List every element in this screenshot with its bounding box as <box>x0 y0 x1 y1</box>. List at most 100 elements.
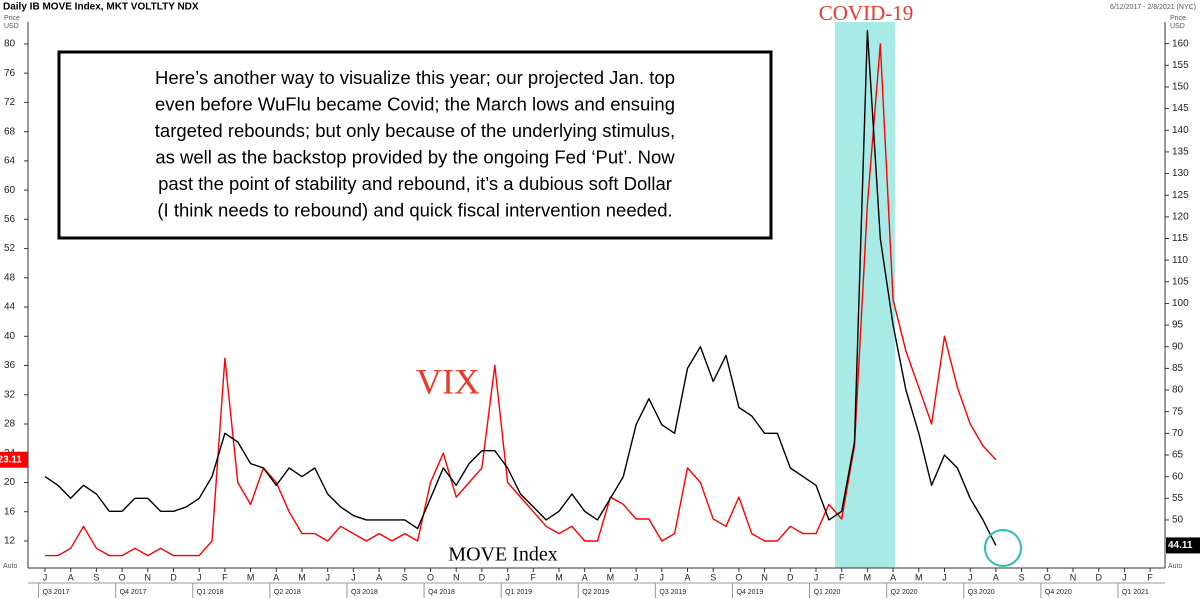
y-tick-label: 72 <box>4 97 16 108</box>
y-label: USD <box>4 23 19 30</box>
x-tick-label: D <box>787 572 794 582</box>
y2-tick-label: 100 <box>1172 298 1189 309</box>
x-tick-label: M <box>607 572 615 582</box>
y2-tick-label: 135 <box>1172 147 1189 158</box>
quarter-label: Q4 2019 <box>736 589 763 596</box>
axis-note: Auto <box>1168 563 1183 570</box>
y-tick-label: 12 <box>4 536 16 547</box>
y-tick-label: 60 <box>4 185 16 196</box>
x-tick-label: S <box>93 572 99 582</box>
x-tick-label: O <box>119 572 126 582</box>
move-annotation: MOVE Index <box>448 544 557 566</box>
y2-tick-label: 55 <box>1172 493 1184 504</box>
note-box <box>57 50 773 240</box>
y-tick-label: 32 <box>4 389 16 400</box>
y-tick-label: 76 <box>4 68 16 79</box>
y2-tick-label: 65 <box>1172 450 1184 461</box>
x-tick-label: A <box>684 572 690 582</box>
x-tick-label: A <box>890 572 896 582</box>
quarter-label: Q4 2018 <box>428 589 455 596</box>
quarter-label: Q3 2018 <box>351 589 378 596</box>
note: Here’s another way to visualize this yea… <box>155 67 675 221</box>
x-tick-label: A <box>582 572 588 582</box>
last-value-label: 23.11 <box>0 454 22 465</box>
y-tick-label: 64 <box>4 156 16 167</box>
y2-tick-label: 50 <box>1172 515 1184 526</box>
y2-tick-label: 160 <box>1172 38 1189 49</box>
x-tick-label: J <box>351 572 356 582</box>
y2-tick-label: 140 <box>1172 125 1189 136</box>
y2-tick-label: 90 <box>1172 341 1184 352</box>
quarter-label: Q2 2019 <box>582 589 609 596</box>
y2-label: USD <box>1170 23 1185 30</box>
x-tick-label: M <box>864 572 872 582</box>
quarter-label: Q3 2019 <box>659 589 686 596</box>
x-tick-label: N <box>1070 572 1077 582</box>
x-tick-label: F <box>839 572 845 582</box>
x-tick-label: O <box>735 572 742 582</box>
y-tick-label: 48 <box>4 272 16 283</box>
quarter-label: Q2 2020 <box>891 589 918 596</box>
y-tick-label: 44 <box>4 302 16 313</box>
x-tick-label: J <box>634 572 639 582</box>
x-tick-label: F <box>1147 572 1153 582</box>
y2-tick-label: 70 <box>1172 428 1184 439</box>
y2-label: Price <box>1170 15 1186 22</box>
x-tick-label: S <box>1019 572 1025 582</box>
y2-tick-label: 145 <box>1172 103 1189 114</box>
quarter-label: Q4 2017 <box>120 589 147 596</box>
x-tick-label: F <box>531 572 537 582</box>
last-value-label: 44.11 <box>1168 540 1193 551</box>
x-tick-label: F <box>222 572 228 582</box>
x-tick-label: M <box>915 572 923 582</box>
y-tick-label: 16 <box>4 506 16 517</box>
y2-tick-label: 60 <box>1172 471 1184 482</box>
x-tick-label: S <box>710 572 716 582</box>
y-tick-label: 80 <box>4 39 16 50</box>
y2-tick-label: 130 <box>1172 168 1189 179</box>
x-tick-label: D <box>479 572 486 582</box>
series-line <box>44 30 997 546</box>
y2-tick-label: 75 <box>1172 406 1184 417</box>
x-tick-label: M <box>555 572 563 582</box>
y-tick-label: 28 <box>4 419 16 430</box>
quarter-label: Q1 2020 <box>814 589 841 596</box>
x-tick-label: A <box>68 572 74 582</box>
x-tick-label: J <box>43 572 48 582</box>
y2-tick-label: 120 <box>1172 211 1189 222</box>
y2-tick-label: 85 <box>1172 363 1184 374</box>
y-tick-label: 56 <box>4 214 16 225</box>
y2-tick-label: 95 <box>1172 320 1184 331</box>
x-tick-label: A <box>376 572 382 582</box>
x-tick-label: A <box>273 572 279 582</box>
chart-title: Daily IB MOVE Index, MKT VOLTLTY NDX <box>3 2 199 13</box>
x-tick-label: O <box>1044 572 1051 582</box>
y-tick-label: 36 <box>4 360 16 371</box>
x-tick-label: J <box>814 572 819 582</box>
vix-annotation: VIX <box>416 361 480 401</box>
x-tick-label: J <box>968 572 973 582</box>
x-tick-label: M <box>247 572 255 582</box>
note-line: even before WuFlu became Covid; the Marc… <box>155 93 675 114</box>
y-label: Price <box>4 15 20 22</box>
x-tick-label: D <box>170 572 177 582</box>
y2-tick-label: 150 <box>1172 82 1189 93</box>
x-tick-label: J <box>325 572 330 582</box>
quarter-label: Q1 2019 <box>505 589 532 596</box>
note-line: past the point of stability and rebound,… <box>158 173 672 194</box>
quarter-label: Q1 2018 <box>197 589 224 596</box>
y-tick-label: 20 <box>4 477 16 488</box>
quarter-label: Q3 2020 <box>968 589 995 596</box>
last-value-box <box>1166 537 1200 554</box>
x-tick-label: A <box>993 572 999 582</box>
highlight-circle <box>984 529 1022 567</box>
y2-tick-label: 105 <box>1172 276 1189 287</box>
x-tick-label: J <box>660 572 665 582</box>
x-tick-label: J <box>1122 572 1127 582</box>
note-line: as well as the backstop provided by the … <box>155 146 675 167</box>
date-range: 6/12/2017 - 2/8/2021 (NYC) <box>1110 4 1196 11</box>
x-tick-label: N <box>761 572 768 582</box>
quarter-label: Q1 2021 <box>1122 589 1149 596</box>
x-tick-label: M <box>298 572 306 582</box>
